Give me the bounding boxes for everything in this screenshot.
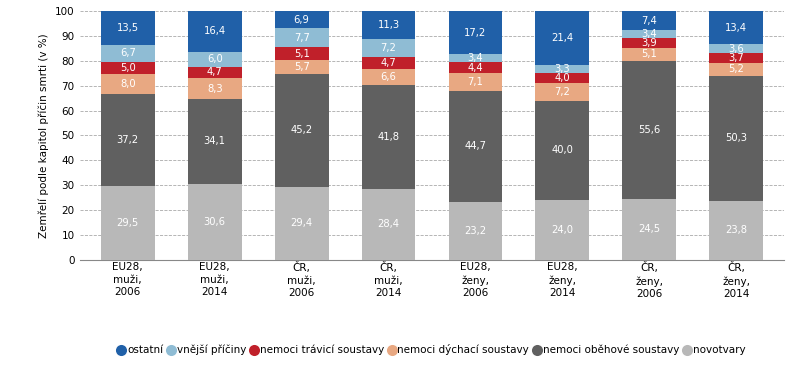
Bar: [101, 74, 154, 94]
Bar: [535, 73, 590, 83]
Bar: [362, 39, 415, 57]
Text: 8,3: 8,3: [207, 83, 222, 93]
Text: 4,4: 4,4: [468, 63, 483, 73]
Bar: [710, 53, 763, 63]
Text: 5,0: 5,0: [120, 63, 136, 73]
Text: 41,8: 41,8: [378, 132, 399, 142]
Text: 3,4: 3,4: [468, 53, 483, 63]
Text: 7,1: 7,1: [467, 77, 483, 87]
Bar: [188, 78, 242, 99]
Bar: [274, 187, 329, 260]
Bar: [188, 11, 242, 52]
Text: 45,2: 45,2: [290, 125, 313, 135]
Bar: [274, 11, 329, 28]
Text: 13,4: 13,4: [725, 23, 747, 33]
Bar: [188, 66, 242, 78]
Text: 16,4: 16,4: [204, 26, 226, 36]
Text: 17,2: 17,2: [464, 27, 486, 37]
Text: 7,2: 7,2: [381, 43, 397, 53]
Bar: [449, 91, 502, 202]
Bar: [101, 62, 154, 74]
Bar: [362, 57, 415, 69]
Bar: [101, 94, 154, 186]
Bar: [449, 202, 502, 260]
Bar: [274, 28, 329, 47]
Text: 23,8: 23,8: [725, 225, 747, 235]
Text: 11,3: 11,3: [378, 20, 400, 30]
Bar: [449, 73, 502, 91]
Bar: [710, 76, 763, 201]
Bar: [622, 48, 676, 60]
Text: 4,7: 4,7: [207, 68, 222, 78]
Bar: [710, 63, 763, 76]
Text: 5,1: 5,1: [642, 49, 658, 59]
Bar: [274, 60, 329, 74]
Bar: [274, 47, 329, 60]
Bar: [101, 12, 154, 45]
Text: 6,7: 6,7: [120, 48, 136, 58]
Text: 3,7: 3,7: [728, 53, 744, 63]
Text: 29,5: 29,5: [117, 218, 139, 228]
Text: 5,1: 5,1: [294, 49, 310, 59]
Bar: [449, 54, 502, 62]
Bar: [710, 11, 763, 45]
Text: 6,0: 6,0: [207, 54, 222, 64]
Bar: [188, 99, 242, 184]
Bar: [274, 74, 329, 187]
Text: 24,5: 24,5: [638, 224, 660, 234]
Bar: [535, 101, 590, 200]
Text: 50,3: 50,3: [725, 133, 747, 143]
Bar: [101, 186, 154, 260]
Bar: [622, 60, 676, 199]
Text: 34,1: 34,1: [204, 136, 226, 146]
Legend: ostatní, vnější příčiny, nemoci trávicí soustavy, nemoci dýchací soustavy, nemoc: ostatní, vnější příčiny, nemoci trávicí …: [118, 344, 746, 355]
Text: 3,4: 3,4: [642, 29, 657, 39]
Text: 3,6: 3,6: [728, 44, 744, 54]
Bar: [449, 11, 502, 54]
Bar: [101, 45, 154, 62]
Text: 28,4: 28,4: [378, 219, 399, 229]
Text: 30,6: 30,6: [204, 217, 226, 227]
Text: 3,3: 3,3: [554, 64, 570, 74]
Bar: [188, 184, 242, 260]
Bar: [622, 38, 676, 48]
Text: 21,4: 21,4: [551, 33, 574, 43]
Text: 8,0: 8,0: [120, 79, 136, 89]
Text: 29,4: 29,4: [290, 218, 313, 228]
Text: 4,7: 4,7: [381, 58, 397, 68]
Text: 24,0: 24,0: [551, 225, 574, 235]
Bar: [710, 45, 763, 53]
Bar: [362, 69, 415, 85]
Bar: [535, 65, 590, 73]
Text: 3,9: 3,9: [642, 38, 657, 48]
Bar: [622, 12, 676, 30]
Text: 7,2: 7,2: [554, 87, 570, 97]
Y-axis label: Zemřelí podle kapitol příčin smrti (v %): Zemřelí podle kapitol příčin smrti (v %): [38, 33, 50, 238]
Text: 37,2: 37,2: [117, 135, 139, 145]
Bar: [188, 52, 242, 66]
Bar: [622, 30, 676, 38]
Bar: [535, 12, 590, 65]
Text: 5,2: 5,2: [728, 64, 744, 74]
Bar: [710, 201, 763, 260]
Text: 44,7: 44,7: [465, 141, 486, 151]
Text: 7,4: 7,4: [642, 16, 657, 26]
Text: 5,7: 5,7: [294, 62, 310, 72]
Bar: [622, 199, 676, 260]
Text: 4,0: 4,0: [554, 73, 570, 83]
Bar: [449, 62, 502, 73]
Text: 7,7: 7,7: [294, 33, 310, 43]
Text: 6,6: 6,6: [381, 72, 397, 82]
Text: 40,0: 40,0: [551, 145, 574, 155]
Bar: [362, 11, 415, 39]
Text: 55,6: 55,6: [638, 125, 661, 135]
Text: 13,5: 13,5: [117, 23, 139, 33]
Bar: [535, 200, 590, 260]
Bar: [362, 85, 415, 189]
Text: 23,2: 23,2: [464, 226, 486, 236]
Text: 6,9: 6,9: [294, 15, 310, 25]
Bar: [535, 83, 590, 101]
Bar: [362, 189, 415, 260]
